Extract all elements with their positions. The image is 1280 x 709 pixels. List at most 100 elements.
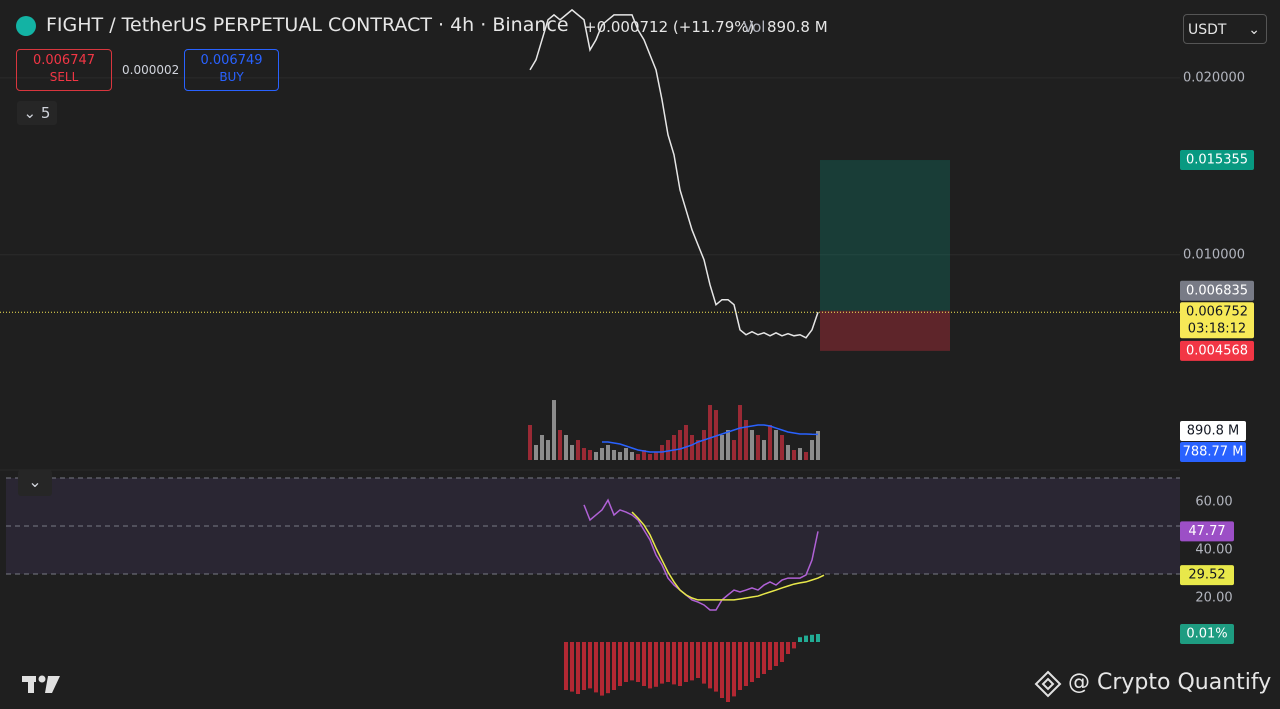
- bar: [690, 434, 694, 460]
- bar: [630, 642, 634, 681]
- bar: [798, 448, 802, 460]
- bar: [678, 430, 682, 460]
- bar: [576, 642, 580, 694]
- bar: [642, 450, 646, 460]
- sell-price: 0.006747: [32, 53, 96, 68]
- bar: [720, 642, 724, 698]
- symbol-icon: [16, 16, 36, 36]
- bar: [720, 434, 724, 460]
- bar: [816, 430, 820, 460]
- bar: [804, 451, 808, 460]
- bar: [780, 642, 784, 662]
- bar: [630, 451, 634, 460]
- value-label-box: [1180, 421, 1246, 441]
- bar: [786, 444, 790, 460]
- bar: [774, 642, 778, 666]
- bar: [684, 642, 688, 682]
- bar: [582, 642, 586, 690]
- bar: [636, 454, 640, 460]
- bar: [648, 454, 652, 460]
- bar: [756, 642, 760, 678]
- bar: [798, 637, 802, 642]
- bar: [732, 642, 736, 697]
- last-price: 0.006752: [1186, 305, 1248, 320]
- buy-price: 0.006749: [200, 53, 263, 68]
- indicators-toggle[interactable]: ⌄ 5: [17, 101, 57, 125]
- bar: [582, 448, 586, 460]
- series-line: [602, 424, 819, 453]
- bar: [594, 451, 598, 460]
- bar: [714, 642, 718, 692]
- bar: [570, 642, 574, 692]
- bar: [648, 642, 652, 689]
- target-zone: [820, 160, 950, 311]
- bar: [732, 440, 736, 460]
- bar: [750, 430, 754, 460]
- y-tick-label: 60.00: [1195, 495, 1232, 510]
- pane-collapse[interactable]: ⌄: [18, 470, 52, 496]
- bar: [600, 448, 604, 460]
- volume-label: Vol: [743, 18, 766, 36]
- value-label: 29.52: [1188, 568, 1225, 583]
- bar: [672, 642, 676, 685]
- value-label-box: [1180, 624, 1234, 644]
- bar: [786, 642, 790, 654]
- bar: [690, 642, 694, 681]
- bar: [558, 430, 562, 460]
- bar: [570, 444, 574, 460]
- bar: [702, 430, 706, 460]
- bar: [612, 642, 616, 690]
- watermark: @ Crypto Quantify: [1068, 670, 1272, 695]
- bar: [684, 425, 688, 460]
- bar: [654, 642, 658, 687]
- value-label-box: [1180, 340, 1254, 361]
- bar: [594, 642, 598, 693]
- bar: [726, 642, 730, 702]
- y-tick-label: 0.020000: [1183, 70, 1245, 85]
- bar: [702, 642, 706, 684]
- bar: [810, 440, 814, 460]
- bar: [762, 642, 766, 674]
- bar: [600, 642, 604, 696]
- price-change: +0.000712 (+11.79%): [584, 18, 755, 36]
- value-label-box: [1180, 565, 1234, 586]
- symbol-title: FIGHT / TetherUS PERPETUAL CONTRACT · 4h…: [46, 14, 569, 36]
- y-tick-label: 20.00: [1195, 591, 1232, 606]
- bar: [756, 434, 760, 460]
- tv-logo: [22, 675, 60, 693]
- bar: [612, 450, 616, 460]
- series-line: [631, 511, 825, 601]
- bar: [792, 450, 796, 460]
- value-label-box: [1180, 150, 1254, 171]
- bar: [666, 440, 670, 460]
- value-label-box: [1180, 442, 1246, 462]
- bar: [780, 434, 784, 460]
- bar: [660, 642, 664, 684]
- bar: [768, 642, 772, 670]
- bar: [744, 642, 748, 686]
- bar: [528, 425, 532, 460]
- last-price-box: [1180, 302, 1254, 339]
- value-label: 0.01%: [1186, 627, 1227, 642]
- bar: [654, 451, 658, 460]
- volume-value: 890.8 M: [767, 18, 828, 36]
- value-label-box: [1180, 280, 1254, 301]
- bar: [744, 420, 748, 460]
- buy-label: BUY: [219, 70, 244, 84]
- bar: [606, 642, 610, 694]
- bar: [762, 440, 766, 460]
- bar: [768, 425, 772, 460]
- bar: [588, 642, 592, 689]
- value-label: 788.77 M: [1183, 445, 1244, 460]
- bar: [666, 642, 670, 682]
- bar: [696, 642, 700, 678]
- currency-select[interactable]: USDT ⌄: [1183, 14, 1267, 44]
- sell-button[interactable]: 0.006747 SELL: [16, 49, 112, 91]
- bar: [750, 642, 754, 682]
- value-label: 47.77: [1188, 524, 1225, 539]
- bar: [576, 440, 580, 460]
- bar: [708, 642, 712, 689]
- buy-button[interactable]: 0.006749 BUY: [184, 49, 279, 91]
- bar: [738, 405, 742, 460]
